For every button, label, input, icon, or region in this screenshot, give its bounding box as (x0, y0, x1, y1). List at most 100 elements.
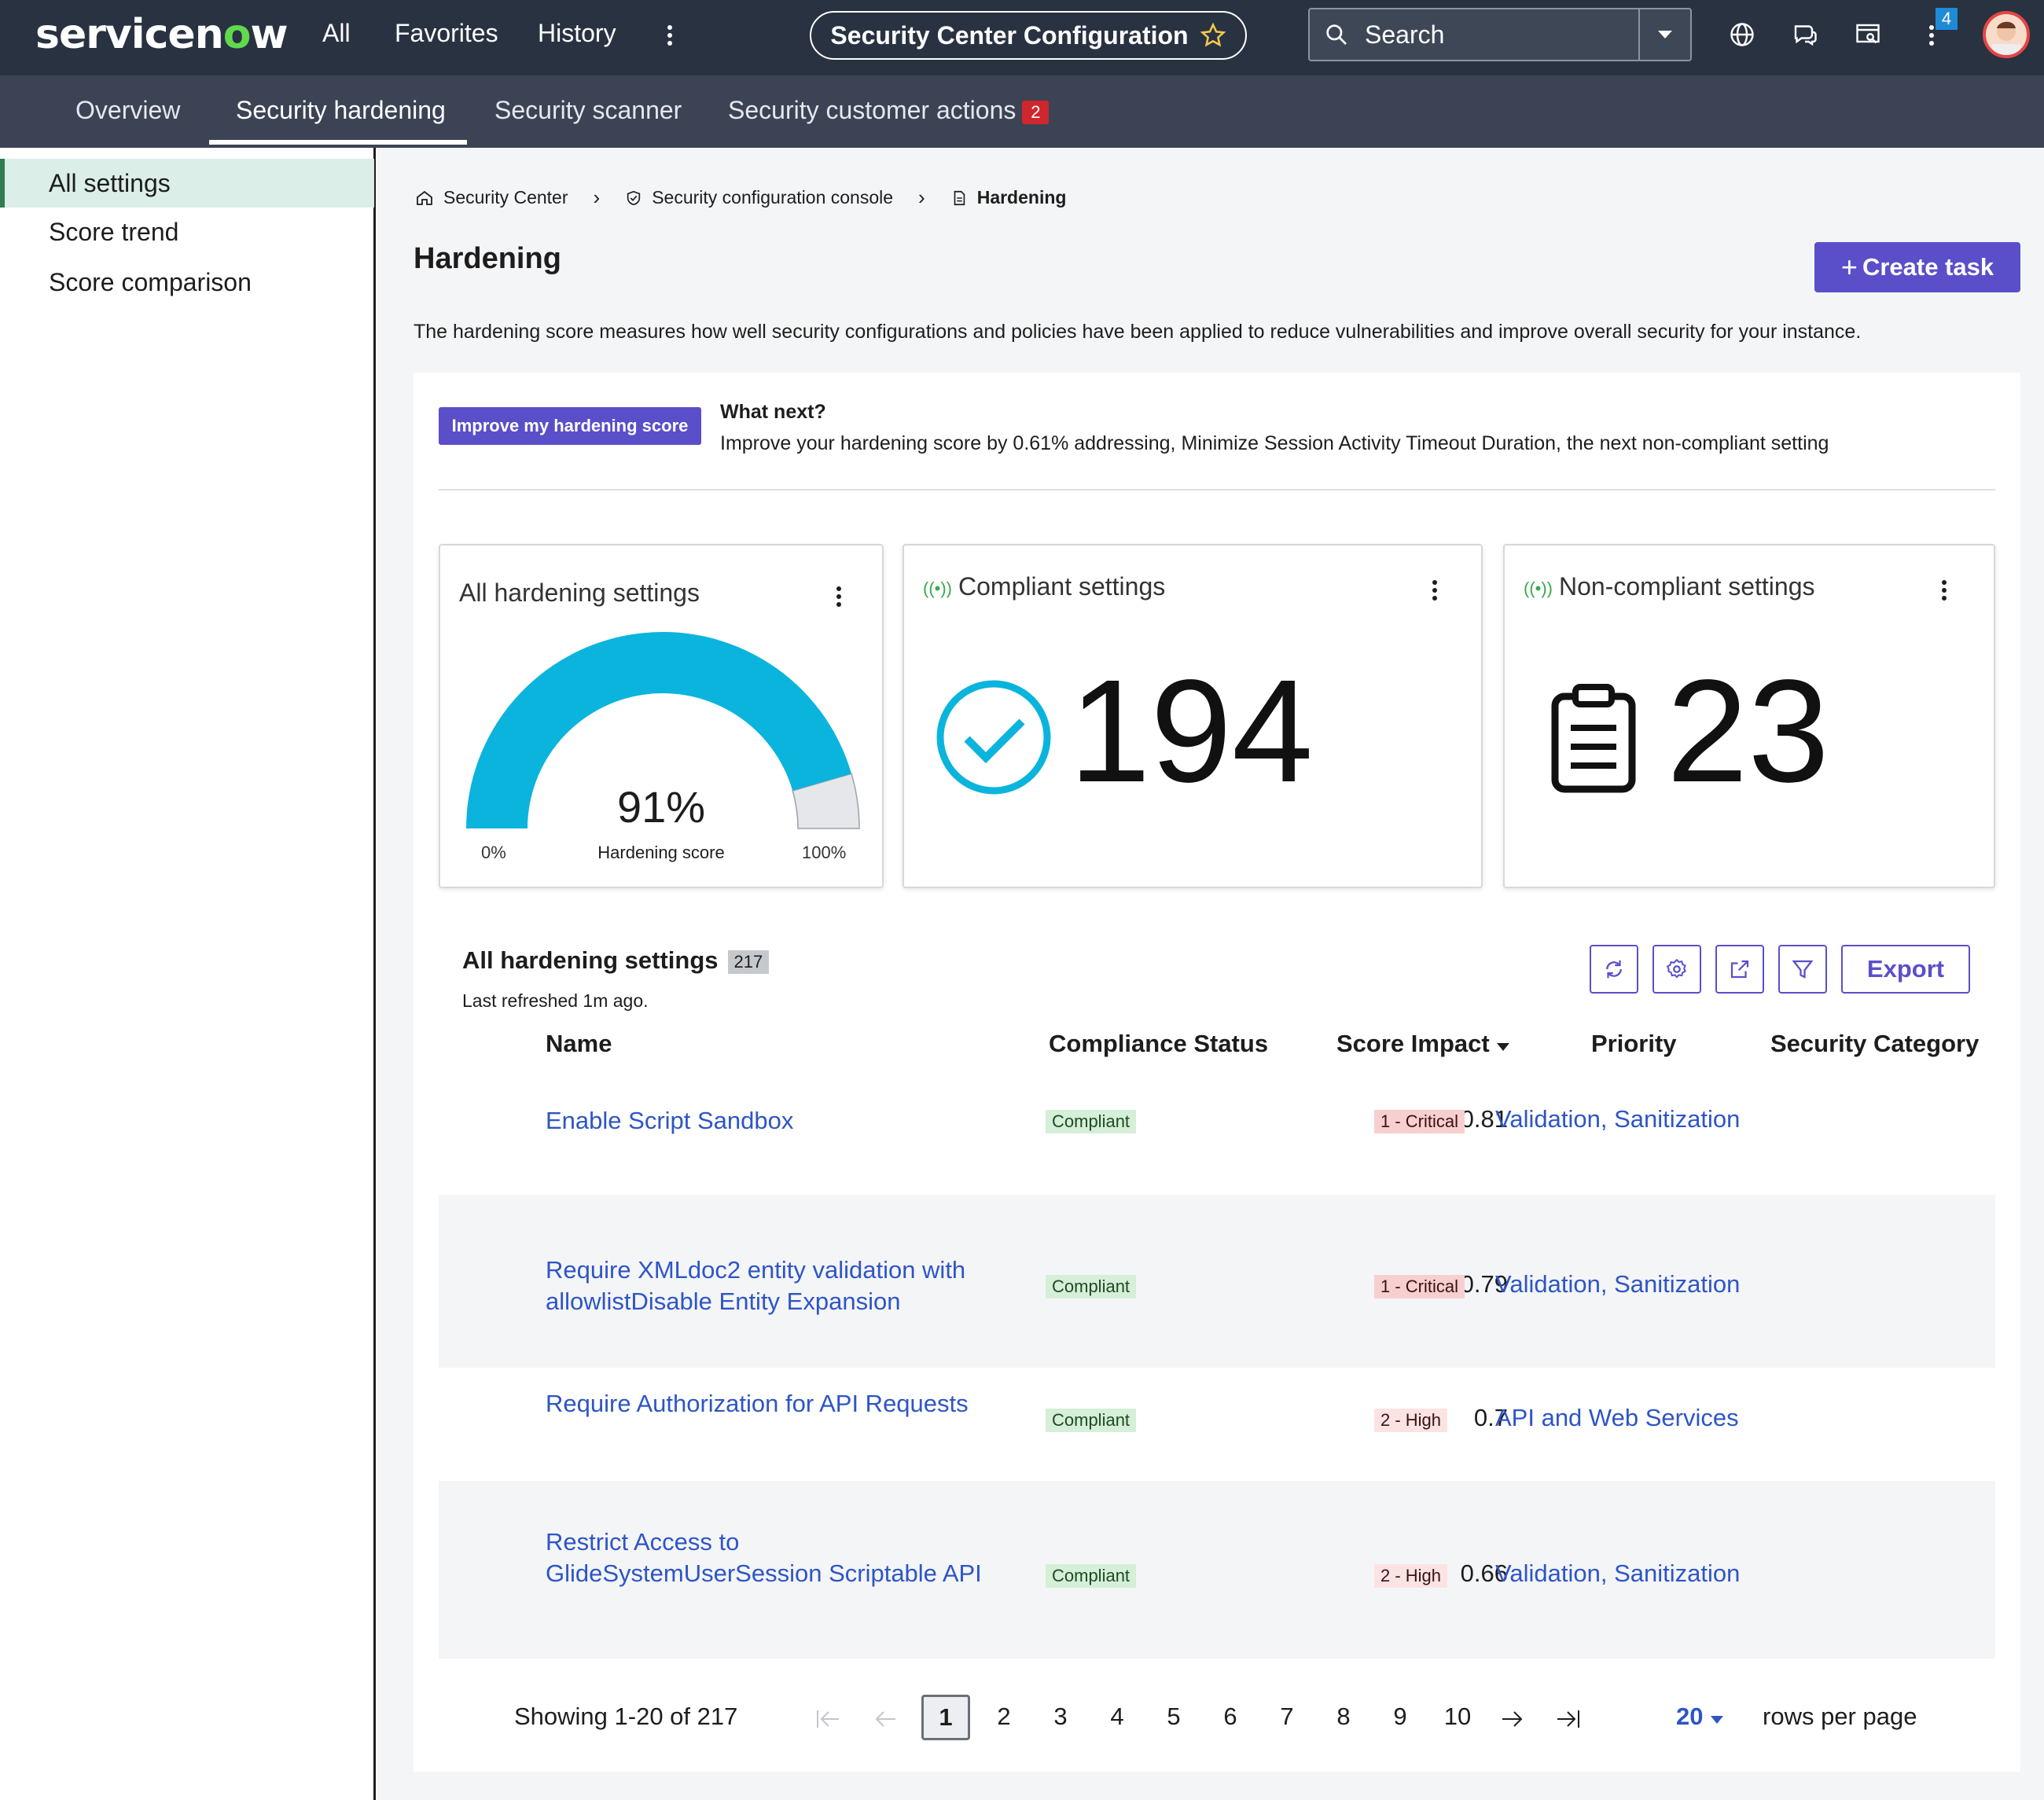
filter-button[interactable] (1778, 945, 1827, 994)
page-description: The hardening score measures how well se… (414, 321, 1862, 343)
column-header-name[interactable]: Name (546, 1030, 612, 1057)
security-category-link[interactable]: Validation, Sanitization (1495, 1105, 1741, 1133)
notification-badge: 4 (1936, 8, 1958, 30)
globe-icon[interactable] (1728, 20, 1756, 49)
page-title: Hardening (414, 242, 561, 275)
refresh-button[interactable] (1590, 945, 1638, 994)
page-10[interactable]: 10 (1443, 1703, 1472, 1730)
nav-history[interactable]: History (538, 19, 616, 47)
security-category-link[interactable]: API and Web Services (1495, 1404, 1739, 1431)
page-6[interactable]: 6 (1223, 1703, 1237, 1730)
search-scope-dropdown[interactable] (1638, 9, 1690, 60)
card-title: ((•)) Non-compliant settings (1524, 572, 1815, 601)
page-3[interactable]: 3 (1053, 1703, 1068, 1730)
column-header-status[interactable]: Compliance Status (1049, 1030, 1269, 1057)
rows-per-page-label: rows per page (1763, 1703, 1917, 1730)
search-label: Search (1365, 20, 1445, 49)
setting-name-link[interactable]: Restrict Access to GlideSystemUserSessio… (546, 1528, 982, 1587)
screen-search-icon[interactable] (1854, 20, 1882, 49)
create-task-button[interactable]: + Create task (1814, 242, 2020, 292)
compliance-status-badge: Compliant (1046, 1110, 1137, 1133)
card-title-label: Non-compliant settings (1559, 572, 1815, 601)
compliant-count: 194 (1069, 650, 1314, 813)
tab-label: Security customer actions (728, 96, 1016, 124)
check-circle-icon (936, 680, 1051, 795)
tab-security-scanner[interactable]: Security scanner (494, 96, 682, 124)
card-title: ((•)) Compliant settings (923, 572, 1165, 601)
next-page-icon[interactable] (1498, 1707, 1525, 1731)
breadcrumb-security-console[interactable]: Security configuration console (652, 187, 894, 208)
page-2[interactable]: 2 (997, 1703, 1011, 1730)
score-impact: 0.66 (1460, 1559, 1508, 1587)
last-page-icon[interactable] (1555, 1707, 1582, 1731)
sidebar-item-all-settings[interactable]: All settings (0, 159, 374, 208)
setting-name-link[interactable]: Require Authorization for API Requests (546, 1390, 969, 1417)
shield-icon (627, 190, 641, 205)
settings-button[interactable] (1652, 945, 1701, 994)
user-avatar[interactable] (1983, 11, 2030, 58)
tab-security-hardening[interactable]: Security hardening (236, 96, 446, 124)
gauge-value: 91% (616, 782, 706, 832)
priority-badge: 1 - Critical (1374, 1275, 1465, 1299)
export-button[interactable]: Export (1841, 945, 1970, 994)
setting-name-link[interactable]: Require XMLdoc2 entity validation with a… (546, 1256, 966, 1315)
page-1[interactable]: 1 (921, 1695, 970, 1740)
table-row[interactable]: Require Authorization for API Requests C… (439, 1368, 1995, 1481)
star-icon[interactable] (1200, 22, 1226, 49)
table-row[interactable]: Require XMLdoc2 entity validation with a… (439, 1195, 1995, 1368)
global-search[interactable]: Search (1308, 8, 1692, 61)
page-9[interactable]: 9 (1393, 1703, 1407, 1730)
previous-page-icon[interactable] (873, 1707, 899, 1731)
more-menu-icon[interactable] (667, 25, 672, 46)
live-icon: ((•)) (1524, 578, 1553, 598)
plus-icon: + (1840, 251, 1858, 283)
rows-per-page-value: 20 (1676, 1703, 1704, 1730)
share-button[interactable] (1715, 945, 1764, 994)
first-page-icon[interactable] (814, 1707, 841, 1731)
setting-name-link[interactable]: Enable Script Sandbox (546, 1107, 794, 1134)
card-menu-icon[interactable] (1432, 580, 1437, 601)
chevron-right-icon: › (918, 186, 925, 209)
gauge-label: Hardening score (597, 843, 725, 862)
priority-badge: 2 - High (1374, 1564, 1448, 1588)
column-header-priority[interactable]: Priority (1591, 1030, 1677, 1057)
document-icon (954, 190, 965, 205)
card-menu-icon[interactable] (836, 586, 841, 607)
gauge-max-label: 100% (802, 843, 847, 862)
rows-per-page-select[interactable]: 20 (1676, 1703, 1724, 1731)
app-title-pill[interactable]: Security Center Configuration (810, 11, 1247, 60)
security-category-link[interactable]: Validation, Sanitization (1495, 1270, 1741, 1298)
page-7[interactable]: 7 (1280, 1703, 1294, 1730)
clipboard-icon (1551, 684, 1636, 793)
servicenow-logo[interactable]: servicenow (35, 11, 288, 58)
nav-all[interactable]: All (322, 19, 351, 47)
column-header-score[interactable]: Score Impact (1336, 1030, 1510, 1058)
sidebar-item-score-trend[interactable]: Score trend (49, 218, 179, 246)
home-icon (417, 190, 432, 205)
sidebar-item-score-comparison[interactable]: Score comparison (49, 268, 252, 296)
nav-favorites[interactable]: Favorites (395, 19, 498, 47)
tab-security-customer-actions[interactable]: Security customer actions 2 (728, 96, 1050, 125)
page-5[interactable]: 5 (1167, 1703, 1181, 1730)
page-4[interactable]: 4 (1110, 1703, 1124, 1730)
table-row[interactable]: Enable Script Sandbox Compliant 0.81 1 -… (439, 1085, 1995, 1195)
filter-icon (1792, 960, 1814, 979)
breadcrumb-security-center[interactable]: Security Center (443, 187, 568, 208)
column-header-category[interactable]: Security Category (1770, 1030, 1980, 1057)
card-menu-icon[interactable] (1942, 580, 1947, 601)
caret-down-icon (1658, 31, 1672, 39)
what-next-text: Improve your hardening score by 0.61% ad… (720, 432, 1829, 454)
last-refreshed: Last refreshed 1m ago. (462, 990, 649, 1011)
page-8[interactable]: 8 (1336, 1703, 1351, 1730)
top-bar: servicenow All Favorites History Securit… (0, 0, 2044, 75)
more-options-icon[interactable] (1929, 25, 1934, 46)
refresh-icon (1606, 960, 1622, 979)
improve-score-button[interactable]: Improve my hardening score (439, 407, 701, 445)
sidebar: All settings Score trend Score compariso… (0, 148, 376, 1800)
tab-overview[interactable]: Overview (75, 96, 181, 124)
table-row[interactable]: Restrict Access to GlideSystemUserSessio… (439, 1481, 1995, 1659)
chat-icon[interactable] (1791, 20, 1819, 49)
priority-badge: 2 - High (1374, 1409, 1448, 1432)
security-category-link[interactable]: Validation, Sanitization (1495, 1559, 1741, 1587)
score-impact: 0.79 (1460, 1270, 1508, 1298)
